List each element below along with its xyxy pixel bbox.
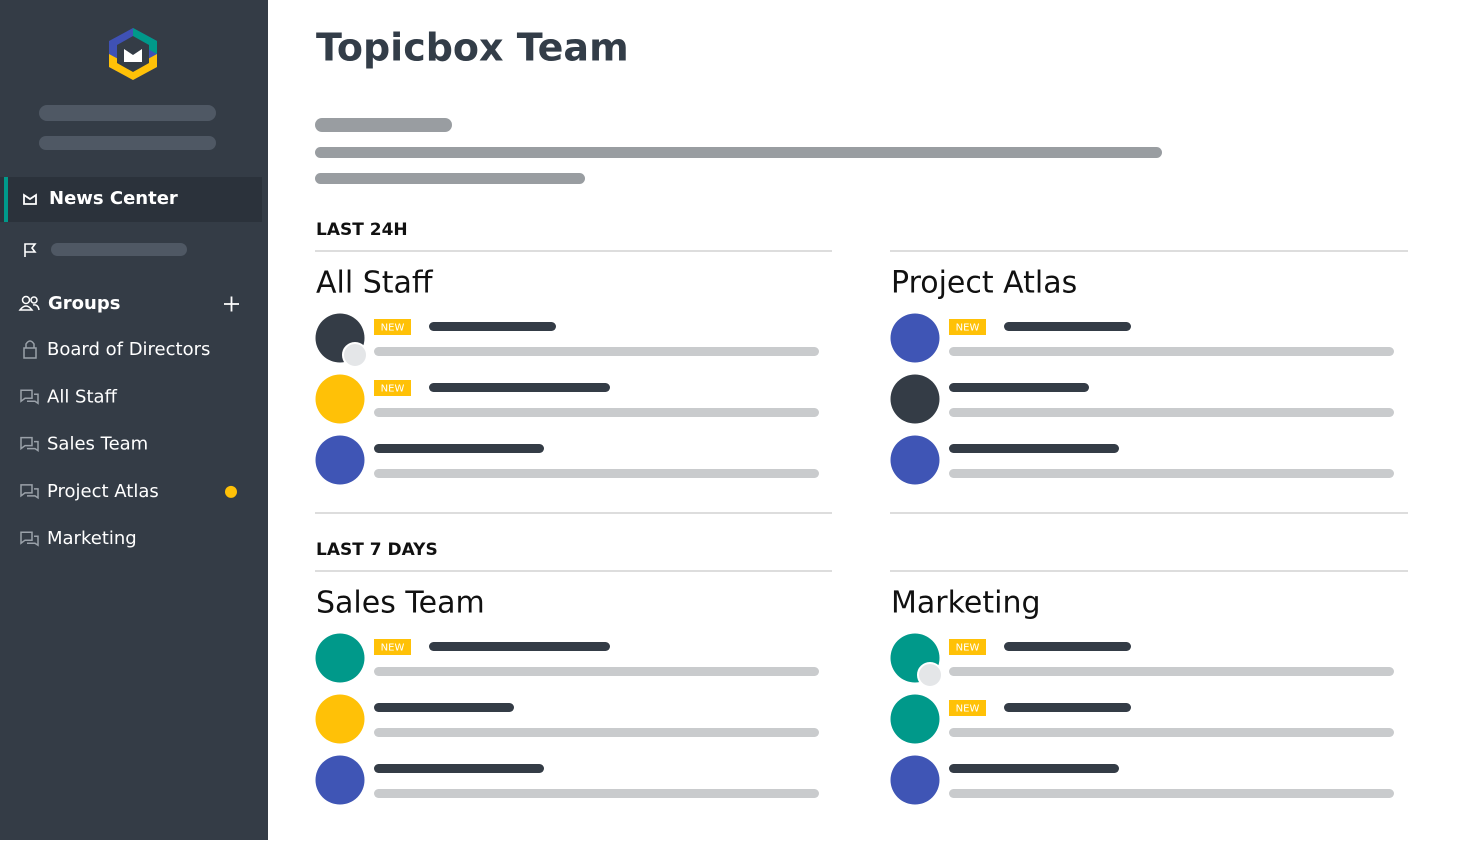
placeholder-title [1004,642,1131,651]
new-badge-label: NEW [381,323,405,334]
avatar-badge [342,342,368,368]
placeholder-line [949,347,1394,356]
page-title: Topicbox Team [316,26,629,70]
avatar [315,755,365,805]
placeholder-line [374,408,819,417]
avatar [890,435,940,485]
chat-icon [20,531,39,547]
logo [109,28,157,80]
group-title[interactable]: Sales Team [316,586,485,621]
chat-icon [20,484,39,500]
placeholder-title [374,764,544,773]
placeholder-line [374,469,819,478]
placeholder [315,118,452,132]
placeholder-title [1004,703,1131,712]
add-group-button[interactable] [224,296,239,312]
avatar [890,694,940,744]
groups-icon [18,295,40,311]
group-link[interactable]: Marketing [47,528,137,549]
avatar [315,374,365,424]
placeholder-title [1004,322,1131,331]
avatar [890,755,940,805]
new-badge-label: NEW [956,704,980,715]
placeholder-title [429,642,610,651]
new-badge-label: NEW [381,643,405,654]
unread-dot [225,485,237,498]
group-title[interactable]: All Staff [316,266,434,301]
new-badge [374,319,411,335]
placeholder-title [374,444,544,453]
placeholder-line [949,408,1394,417]
avatar [315,435,365,485]
placeholder-line [374,728,819,737]
avatar-badge [917,662,943,688]
new-badge [374,639,411,655]
lock-icon [23,347,37,359]
placeholder-title [949,764,1119,773]
group-title[interactable]: Marketing [891,586,1041,621]
new-badge [374,380,411,396]
lock-icon [25,340,35,348]
new-badge-label: NEW [956,323,980,334]
placeholder-line [374,667,819,676]
new-badge [949,639,986,655]
placeholder [315,173,585,184]
placeholder [315,147,1162,158]
chat-icon [20,436,39,453]
placeholder [39,105,216,121]
avatar [890,313,940,363]
new-badge-label: NEW [381,384,405,395]
section-label: LAST 7 DAYS [316,540,438,560]
avatar [890,374,940,424]
placeholder [51,243,187,256]
placeholder-line [374,789,819,798]
chat-icon [20,389,39,405]
avatar [315,633,365,683]
placeholder-line [949,469,1394,478]
group-link[interactable]: Board of Directors [47,339,210,360]
placeholder-line [949,789,1394,798]
placeholder [39,136,216,150]
nav-label[interactable]: News Center [49,188,178,209]
active-indicator [4,177,8,222]
new-badge [949,319,986,335]
placeholder-line [374,347,819,356]
placeholder-title [429,383,610,392]
nav-icon [23,193,37,205]
placeholder-title [429,322,556,331]
placeholder-line [949,728,1394,737]
groups-label: Groups [48,293,120,314]
flag-icon [24,243,37,257]
sidebar [0,0,268,840]
group-link[interactable]: Sales Team [47,434,148,455]
section-label: LAST 24H [316,220,408,240]
group-link[interactable]: Project Atlas [47,481,159,502]
placeholder-title [374,703,514,712]
nav-item-active[interactable] [0,177,262,222]
placeholder-title [949,444,1119,453]
group-link[interactable]: All Staff [47,386,118,407]
placeholder-title [949,383,1089,392]
new-badge-label: NEW [956,643,980,654]
group-title[interactable]: Project Atlas [891,266,1077,301]
avatar [315,694,365,744]
placeholder-line [949,667,1394,676]
new-badge [949,700,986,716]
